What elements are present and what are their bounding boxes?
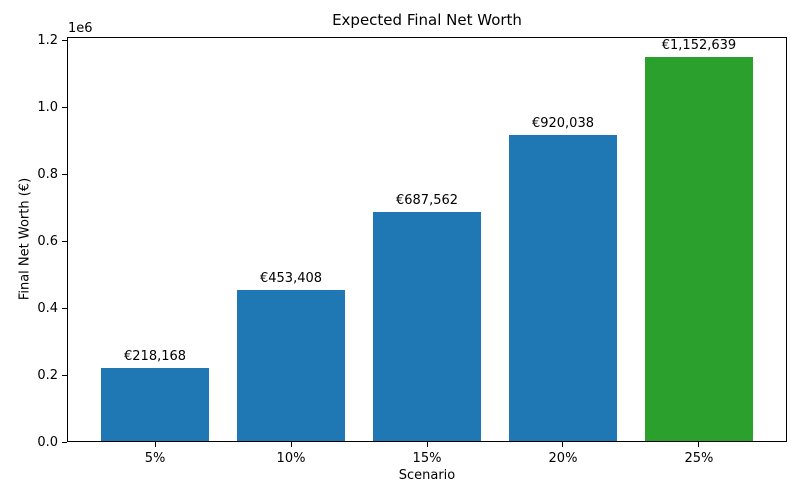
y-tick-label: 1.2 (37, 32, 58, 48)
y-tick-mark (62, 106, 67, 108)
y-tick-mark (62, 39, 67, 41)
x-tick-mark (154, 442, 156, 447)
bar-value-label: €687,562 (395, 193, 459, 209)
x-tick-label: 25% (684, 451, 714, 466)
bar-value-label: €1,152,639 (661, 38, 737, 54)
x-tick-mark (698, 442, 700, 447)
y-tick-label: 0.8 (37, 166, 58, 182)
y-tick-mark (62, 441, 67, 443)
x-tick-label: 5% (144, 451, 166, 466)
y-tick-label: 0.2 (37, 367, 58, 383)
y-tick-mark (62, 307, 67, 309)
y-tick-label: 0.6 (37, 233, 58, 249)
plot-area: €218,168 €453,408 €687,562 €920,038 €1,152,6… (67, 37, 787, 442)
y-axis-offset-label: 1e6 (68, 21, 93, 36)
bar-value-label: €920,038 (531, 115, 594, 131)
bar-10% (236, 290, 346, 441)
y-tick-mark (62, 173, 67, 175)
x-tick-mark (426, 442, 428, 447)
bar-value-label: €453,408 (259, 271, 323, 287)
y-tick-mark (62, 240, 67, 242)
x-tick-label: 15% (412, 451, 442, 466)
x-tick-label: 20% (548, 451, 578, 466)
y-tick-label: 0.4 (37, 300, 58, 316)
x-axis-title: Scenario (398, 468, 456, 483)
bar-5% (100, 368, 210, 441)
bar-15% (372, 212, 482, 441)
chart-title: Expected Final Net Worth (332, 11, 522, 29)
x-tick-mark (290, 442, 292, 447)
bar-25% (644, 57, 754, 441)
x-tick-label: 10% (276, 451, 306, 466)
bar-20% (508, 134, 618, 441)
y-tick-label: 0.0 (37, 434, 58, 450)
x-tick-mark (562, 442, 564, 447)
y-tick-mark (62, 374, 67, 376)
bar-value-label: €218,168 (124, 349, 187, 365)
y-tick-label: 1.0 (37, 99, 58, 115)
